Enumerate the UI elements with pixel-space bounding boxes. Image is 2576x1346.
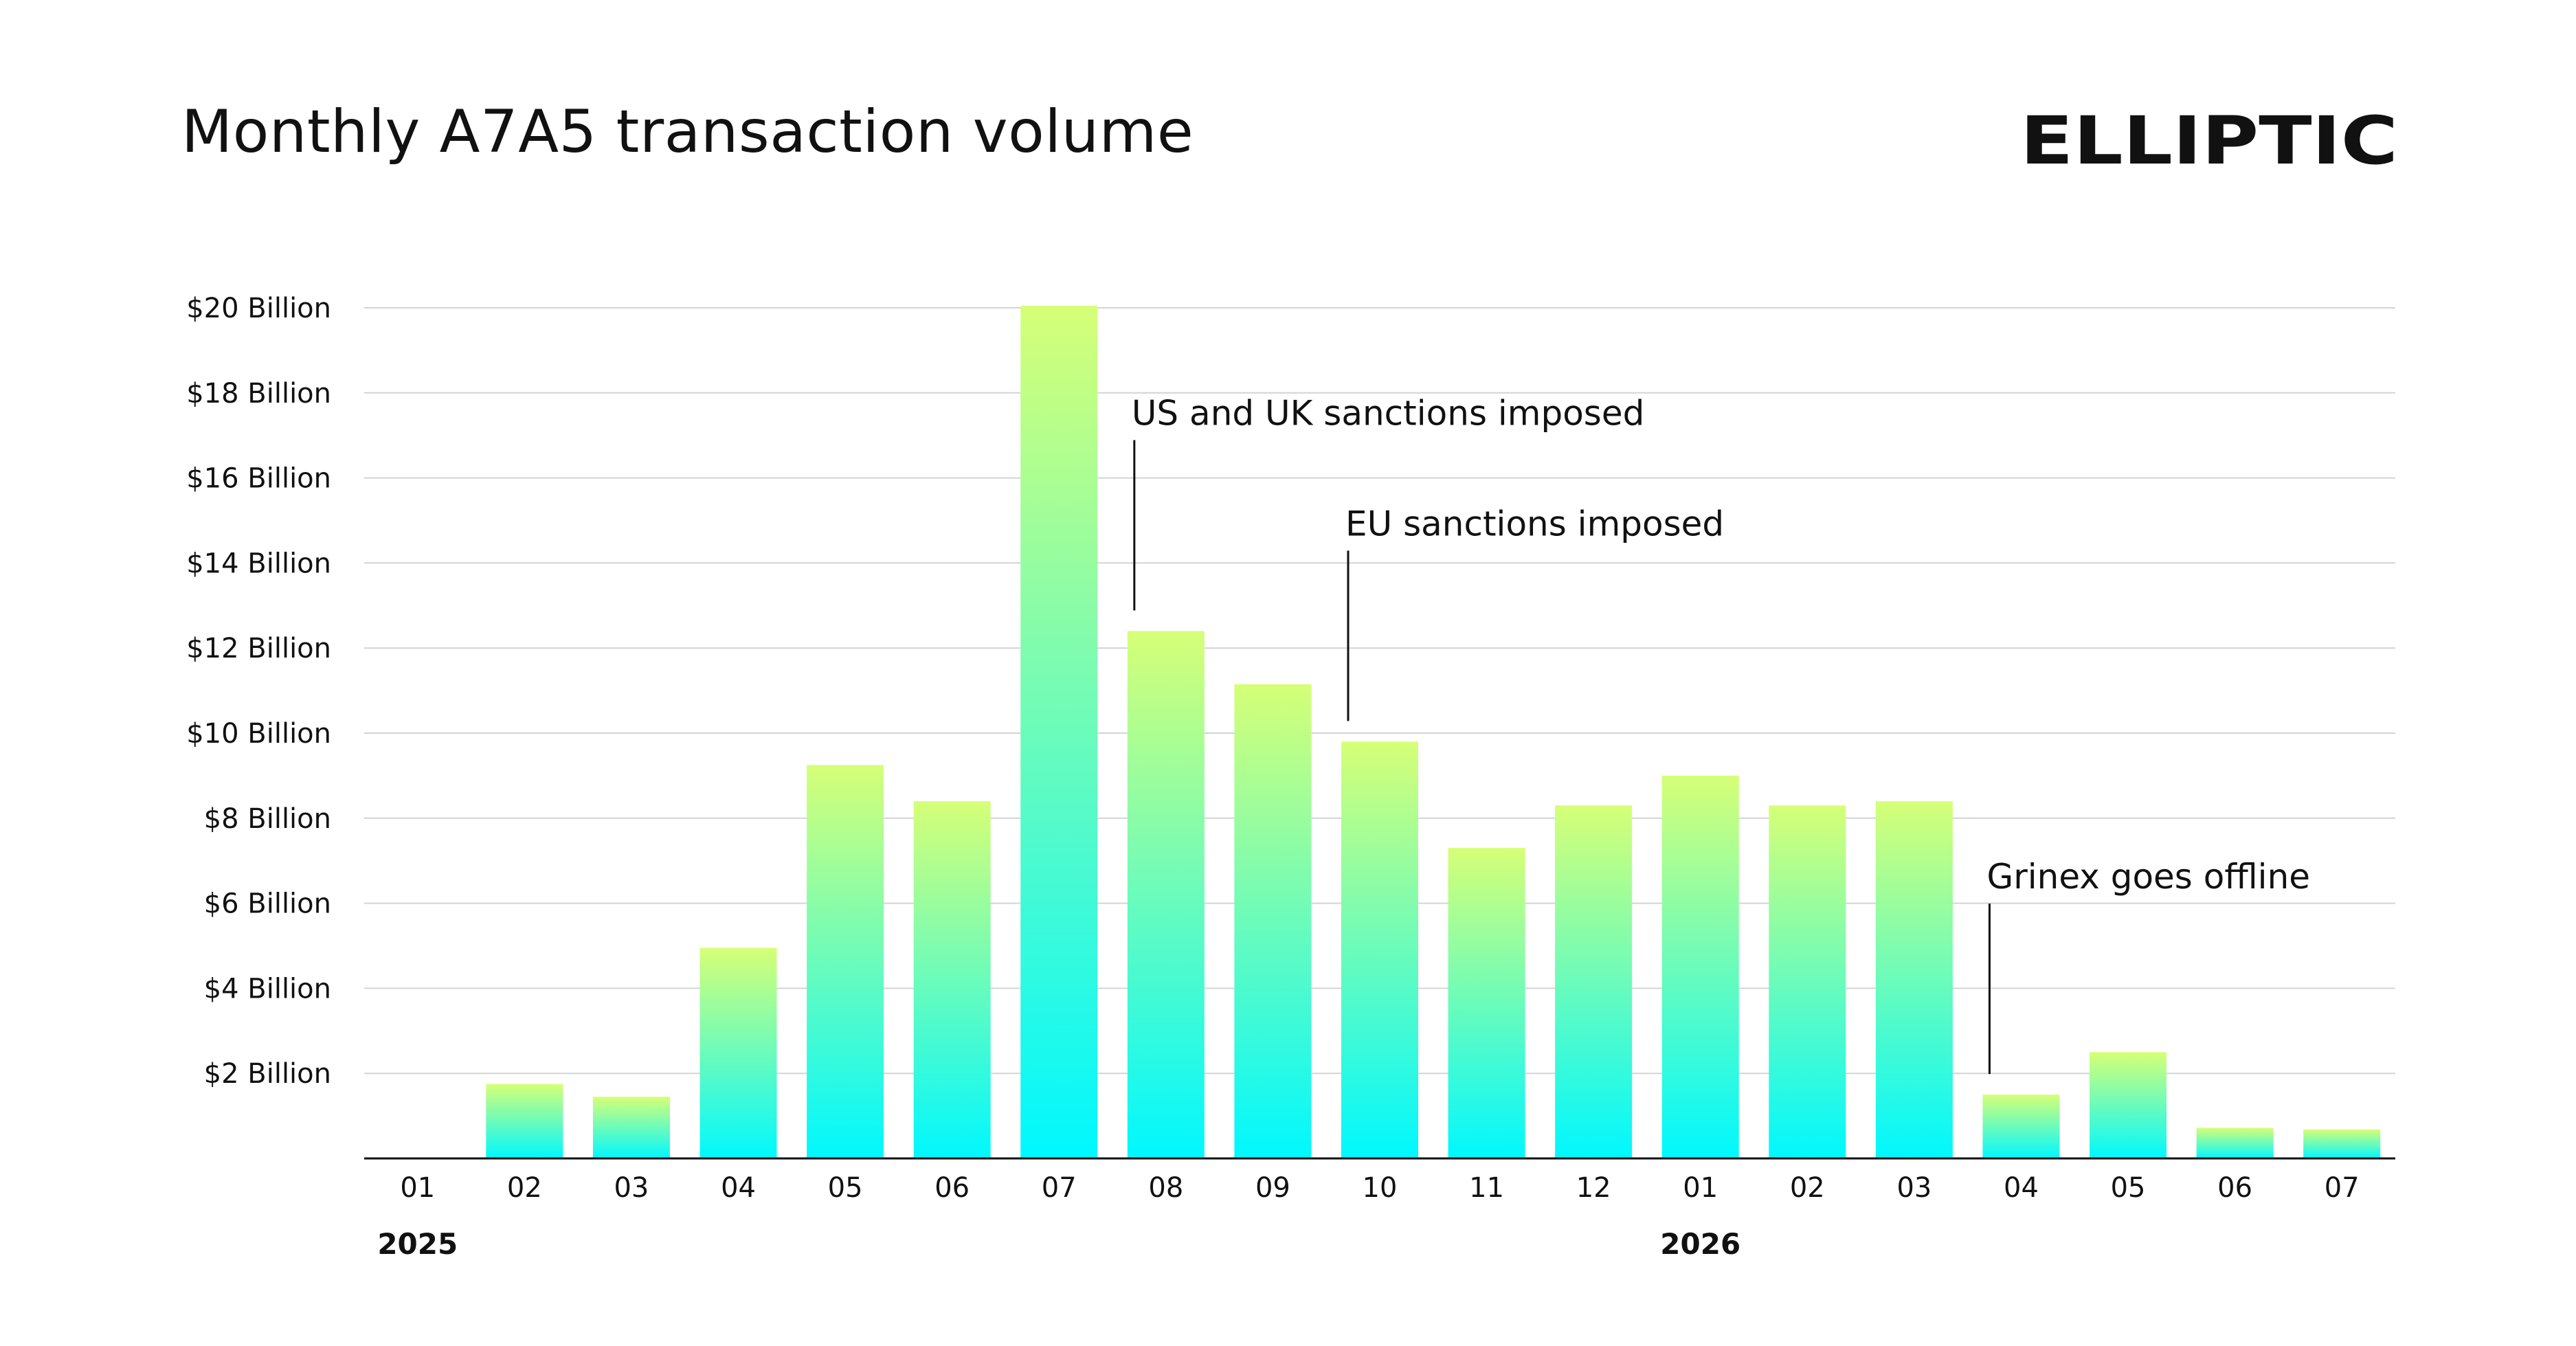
y-tick-label: $16 Billion [186, 463, 331, 495]
x-tick-label: 07 [1042, 1172, 1077, 1204]
x-tick-label: 05 [2111, 1172, 2146, 1204]
x-tick-label: 02 [507, 1172, 542, 1204]
bar-03-14 [1875, 801, 1953, 1158]
bar-04-15 [1982, 1095, 2060, 1158]
annotation-label: US and UK sanctions imposed [1132, 393, 1645, 433]
x-tick-label: 04 [721, 1172, 756, 1204]
bar-04-3 [699, 947, 777, 1158]
x-tick-label: 05 [828, 1172, 863, 1204]
x-axis-tick-labels: 01 02 03 04 05 06 07 08 09 10 11 12 01 02 03 04 05 06 07 [400, 1172, 2359, 1204]
y-tick-label: $18 Billion [186, 378, 331, 410]
annotations: US and UK sanctions imposed EU sanctions … [1132, 393, 2310, 1075]
bar-02-1 [486, 1084, 563, 1158]
x-tick-label: 06 [2217, 1172, 2252, 1204]
bar-09-8 [1234, 684, 1312, 1158]
elliptic-logo: ELLIPTIC [2020, 110, 2398, 168]
x-tick-label: 10 [1363, 1172, 1398, 1204]
x-tick-label: 03 [614, 1172, 649, 1204]
x-tick-label: 12 [1576, 1172, 1611, 1204]
y-tick-label: $8 Billion [204, 803, 331, 835]
bar-06-5 [913, 801, 991, 1158]
annotation-label: Grinex goes offline [1986, 857, 2310, 897]
y-tick-label: $12 Billion [186, 633, 331, 664]
logo-wordmark: ELLIPTIC [2020, 110, 2398, 168]
year-label: 2025 [377, 1227, 458, 1261]
x-tick-label: 08 [1148, 1172, 1183, 1204]
bars [486, 305, 2381, 1158]
x-tick-label: 01 [1683, 1172, 1718, 1204]
y-tick-label: $2 Billion [204, 1058, 331, 1090]
bar-08-7 [1127, 631, 1205, 1158]
bar-10-9 [1341, 741, 1418, 1158]
x-tick-label: 04 [2004, 1172, 2039, 1204]
x-tick-label: 07 [2325, 1172, 2360, 1204]
y-tick-label: $6 Billion [204, 888, 331, 920]
x-tick-label: 06 [934, 1172, 970, 1204]
year-label: 2026 [1660, 1227, 1740, 1261]
bar-11-10 [1448, 848, 1525, 1158]
bar-01-12 [1661, 775, 1739, 1158]
bar-02-13 [1769, 805, 1846, 1158]
x-tick-label: 03 [1896, 1172, 1931, 1204]
y-axis-tick-labels: $2 Billion $4 Billion $6 Billion $8 Billion… [186, 293, 331, 1090]
annotation-label: EU sanctions imposed [1345, 504, 1724, 543]
bar-06-17 [2196, 1128, 2274, 1158]
y-tick-label: $14 Billion [186, 548, 331, 579]
bar-12-11 [1555, 805, 1633, 1158]
bar-07-6 [1020, 305, 1098, 1158]
y-tick-label: $20 Billion [186, 293, 331, 324]
x-tick-label: 02 [1790, 1172, 1825, 1204]
x-tick-label: 11 [1469, 1172, 1504, 1204]
x-tick-label: 01 [400, 1172, 435, 1204]
x-tick-label: 09 [1255, 1172, 1290, 1204]
bar-05-16 [2090, 1052, 2167, 1158]
y-tick-label: $10 Billion [186, 718, 331, 750]
bar-05-4 [807, 765, 884, 1158]
bar-03-2 [592, 1097, 670, 1158]
chart-title: Monthly A7A5 transaction volume [181, 98, 1194, 166]
y-tick-label: $4 Billion [204, 973, 331, 1005]
year-labels: 2025 2026 [377, 1227, 1740, 1261]
bar-07-18 [2303, 1129, 2381, 1158]
